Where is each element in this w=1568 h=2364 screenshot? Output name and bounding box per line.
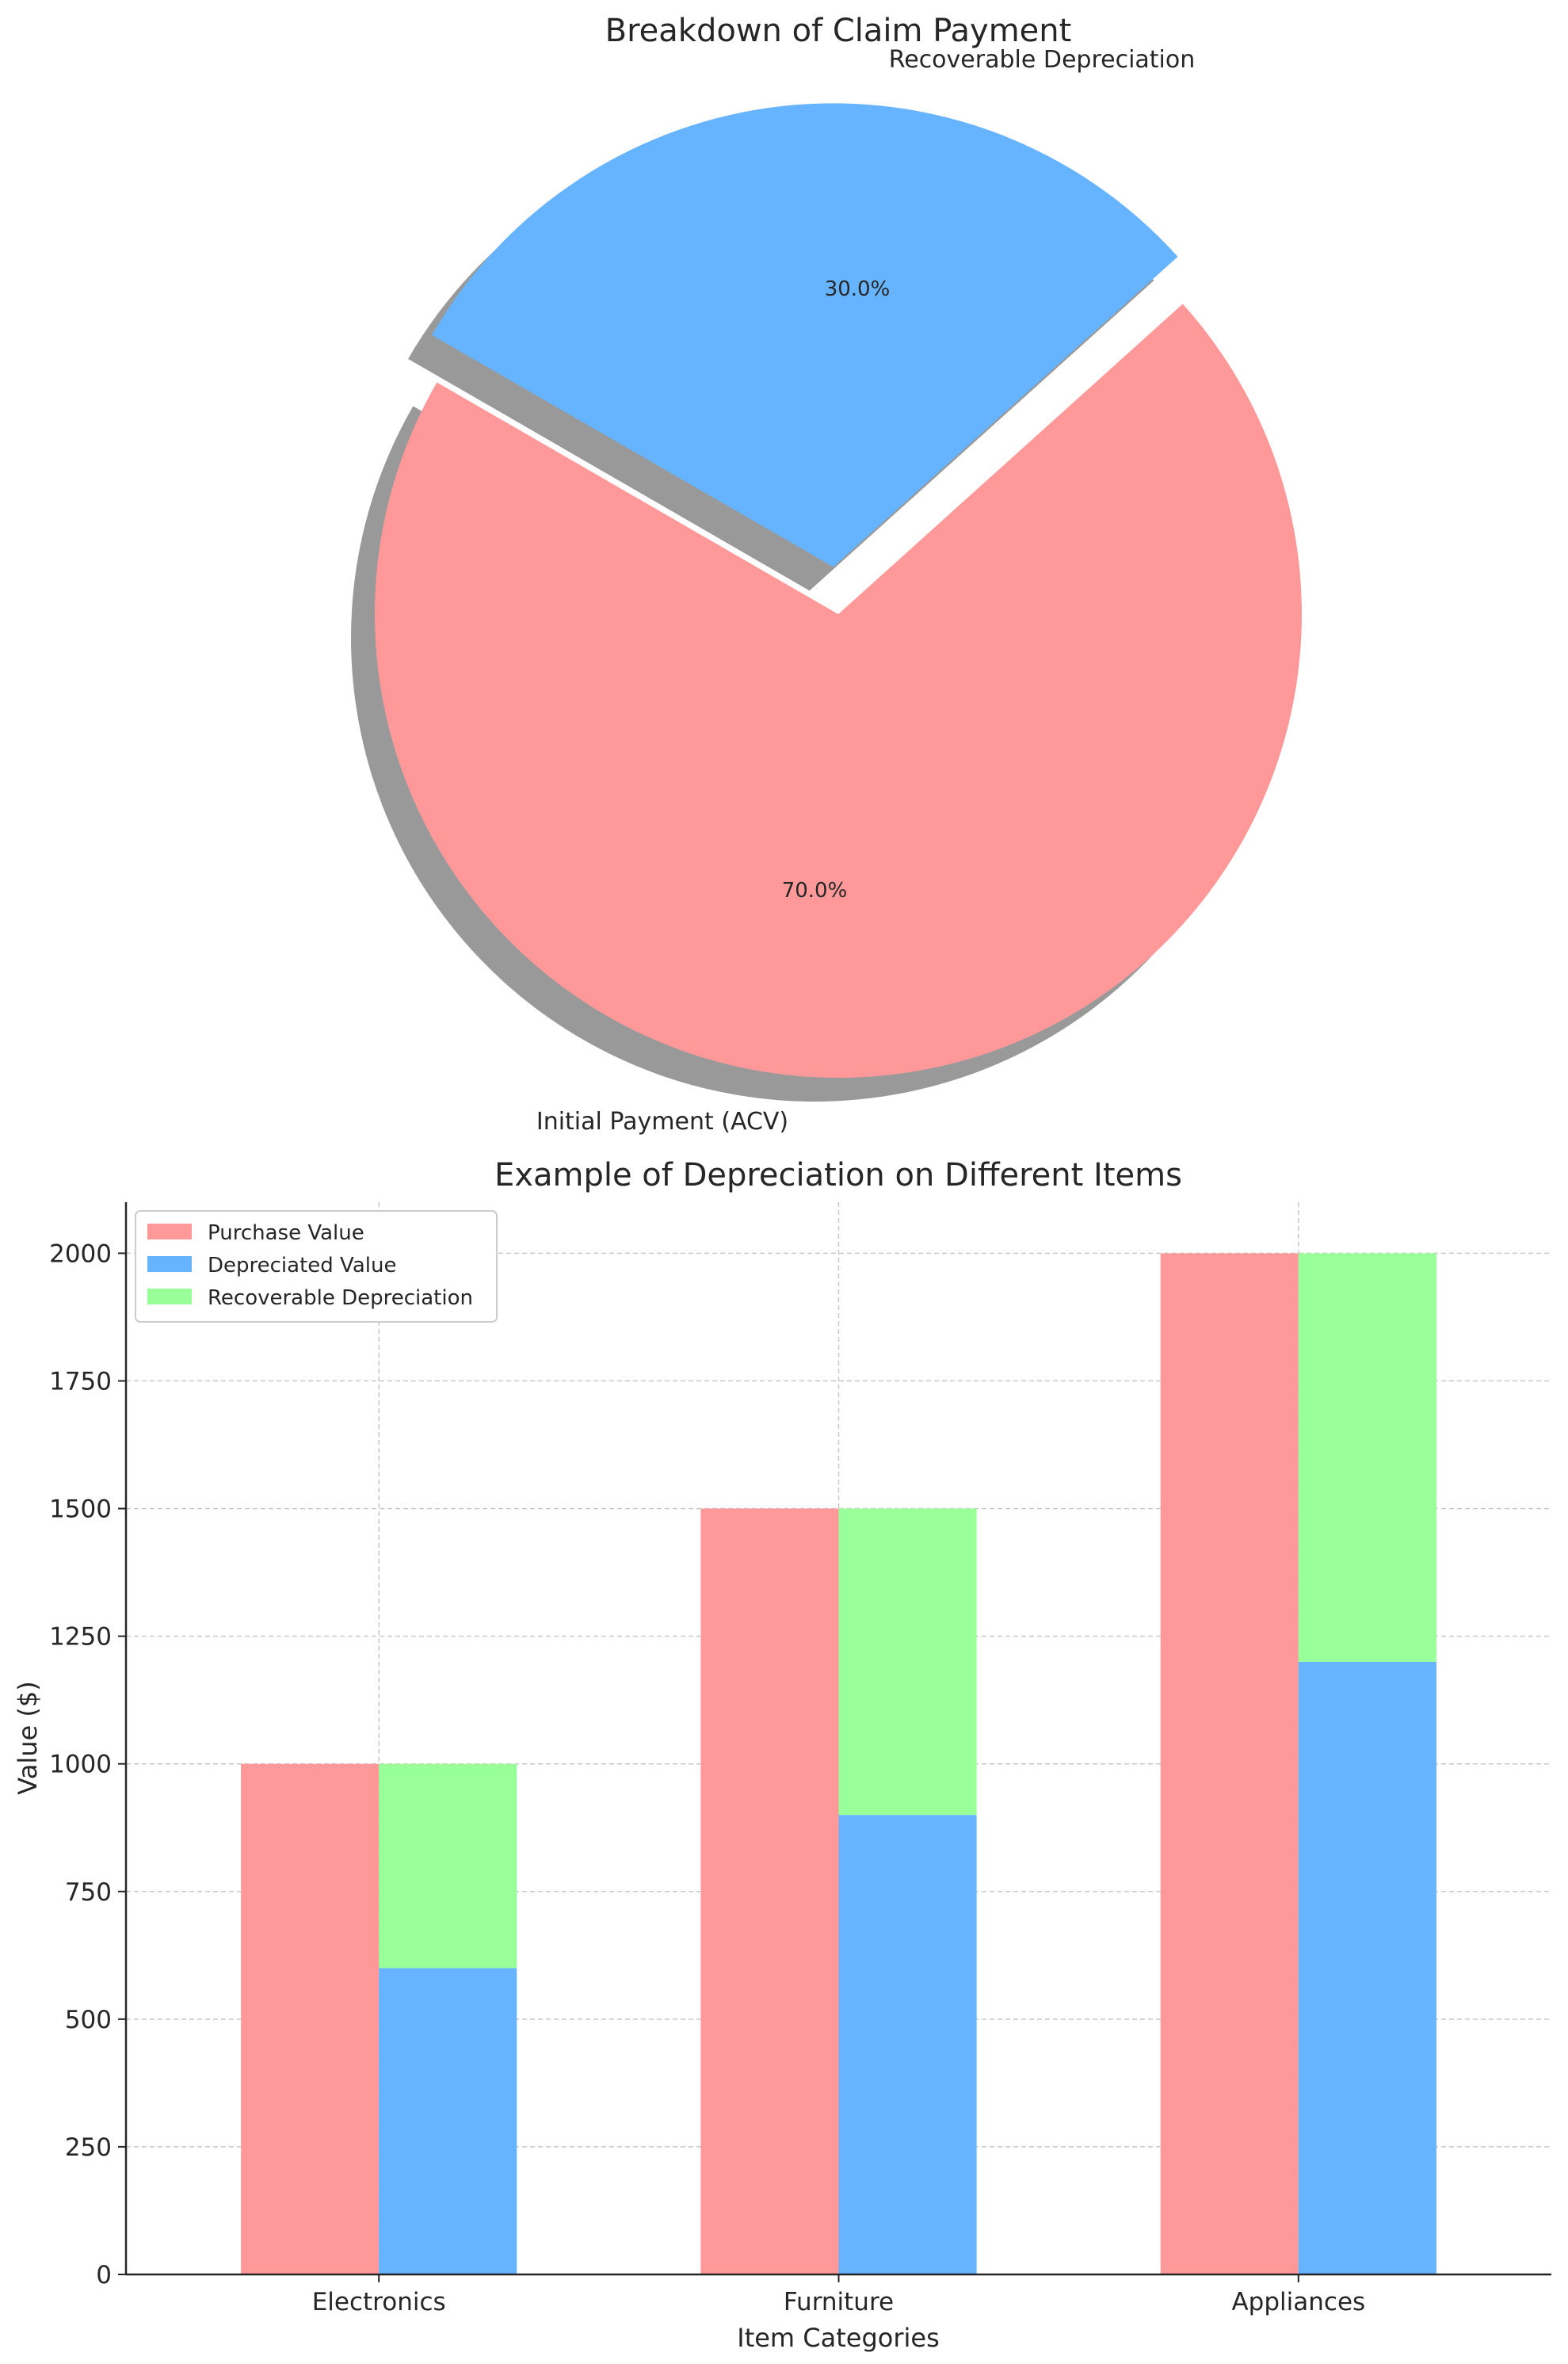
pie-chart: Breakdown of Claim Payment Recoverable D…	[350, 13, 1303, 1136]
legend-swatch-purchase	[147, 1224, 192, 1239]
pie-slice-label-recoverable: Recoverable Depreciation	[889, 46, 1196, 74]
pie-slice-initial-payment-acv	[375, 304, 1303, 1078]
bars	[241, 1253, 1436, 2274]
pie-title: Breakdown of Claim Payment	[605, 13, 1072, 49]
x-tick-label-furniture: Furniture	[784, 2288, 894, 2316]
legend-label-purchase: Purchase Value	[208, 1221, 364, 1245]
legend: Purchase Value Depreciated Value Recover…	[135, 1210, 498, 1323]
x-ticks: Electronics Furniture Appliances	[312, 2274, 1365, 2316]
y-tick-label-1500: 1500	[49, 1495, 112, 1524]
legend-label-recoverable: Recoverable Depreciation	[208, 1286, 473, 1310]
bar-depreciated-appliances	[1298, 1661, 1436, 2274]
bar-purchase-appliances	[1160, 1253, 1299, 2274]
y-tick-label-1250: 1250	[49, 1623, 112, 1652]
x-tick-label-electronics: Electronics	[312, 2288, 446, 2316]
pie-labels: Recoverable Depreciation 30.0% 70.0% Ini…	[536, 46, 1195, 1136]
bar-recoverable-electronics	[379, 1763, 517, 1969]
bar-recoverable-furniture	[838, 1508, 977, 1816]
bar-chart-title: Example of Depreciation on Different Ite…	[494, 1157, 1182, 1193]
bar-depreciated-electronics	[379, 1968, 517, 2274]
bar-chart: Example of Depreciation on Different Ite…	[13, 1157, 1551, 2353]
x-tick-label-appliances: Appliances	[1231, 2288, 1365, 2316]
y-tick-label-1000: 1000	[49, 1751, 112, 1779]
pie-slice-label-initial: Initial Payment (ACV)	[536, 1108, 788, 1136]
y-axis-label: Value ($)	[13, 1681, 43, 1794]
legend-label-depreciated: Depreciated Value	[208, 1254, 396, 1277]
legend-swatch-recoverable	[147, 1289, 192, 1304]
legend-frame	[135, 1210, 498, 1323]
bar-recoverable-appliances	[1298, 1253, 1436, 1662]
y-tick-label-500: 500	[65, 2006, 112, 2034]
pie-pct-label-recoverable: 30.0%	[825, 277, 891, 301]
bar-purchase-electronics	[241, 1763, 380, 2274]
pie-slices	[375, 103, 1303, 1078]
y-tick-label-750: 750	[65, 1878, 112, 1907]
pie-slice-recoverable-depreciation	[432, 103, 1178, 567]
legend-swatch-depreciated	[147, 1256, 192, 1272]
bar-purchase-furniture	[700, 1508, 839, 2274]
pie-pct-label-initial: 70.0%	[782, 879, 848, 903]
y-tick-label-250: 250	[65, 2133, 112, 2162]
y-ticks: 0 250 500 750 1000 1250 1500 1750 2000	[49, 1239, 126, 2290]
y-tick-label-1750: 1750	[49, 1368, 112, 1396]
y-tick-label-0: 0	[96, 2261, 112, 2290]
x-axis-label: Item Categories	[737, 2323, 940, 2353]
bar-depreciated-furniture	[838, 1815, 977, 2274]
y-tick-label-2000: 2000	[49, 1239, 112, 1268]
